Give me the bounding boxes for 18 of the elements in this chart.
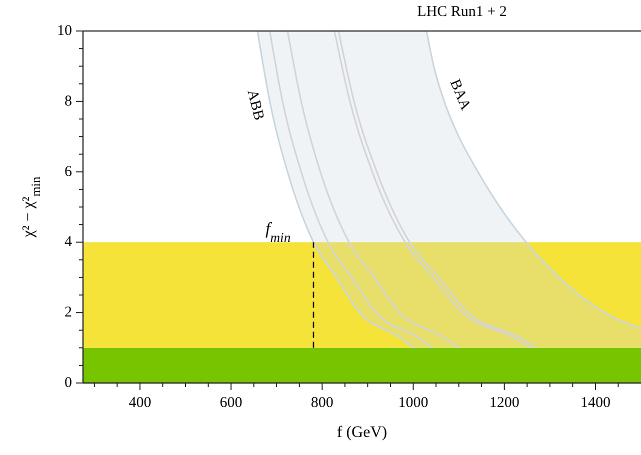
- ref-line-label: f$_{min}$: [265, 219, 291, 245]
- x-tick-label: 600: [220, 395, 242, 411]
- line-series: [426, 31, 641, 330]
- x-tick-label: 1200: [489, 395, 520, 411]
- x-tick-label: 1400: [580, 395, 610, 411]
- text: BAA: [446, 77, 474, 113]
- x-tick-label: 400: [128, 395, 152, 411]
- y-tick-label: 0: [64, 375, 72, 391]
- x-tick-label: 1000: [398, 395, 428, 411]
- y-tick-label: 2: [64, 304, 72, 321]
- text: ABB: [243, 88, 266, 122]
- x-tick-label: 800: [310, 395, 334, 411]
- chart-title: LHC Run1 + 2: [417, 4, 507, 20]
- y-tick-label: 8: [64, 93, 72, 110]
- x-axis-title: f (GeV): [336, 424, 388, 441]
- y-tick-label: 10: [57, 23, 72, 39]
- y-tick-label: 6: [64, 164, 72, 180]
- y-tick-label: 4: [64, 234, 72, 250]
